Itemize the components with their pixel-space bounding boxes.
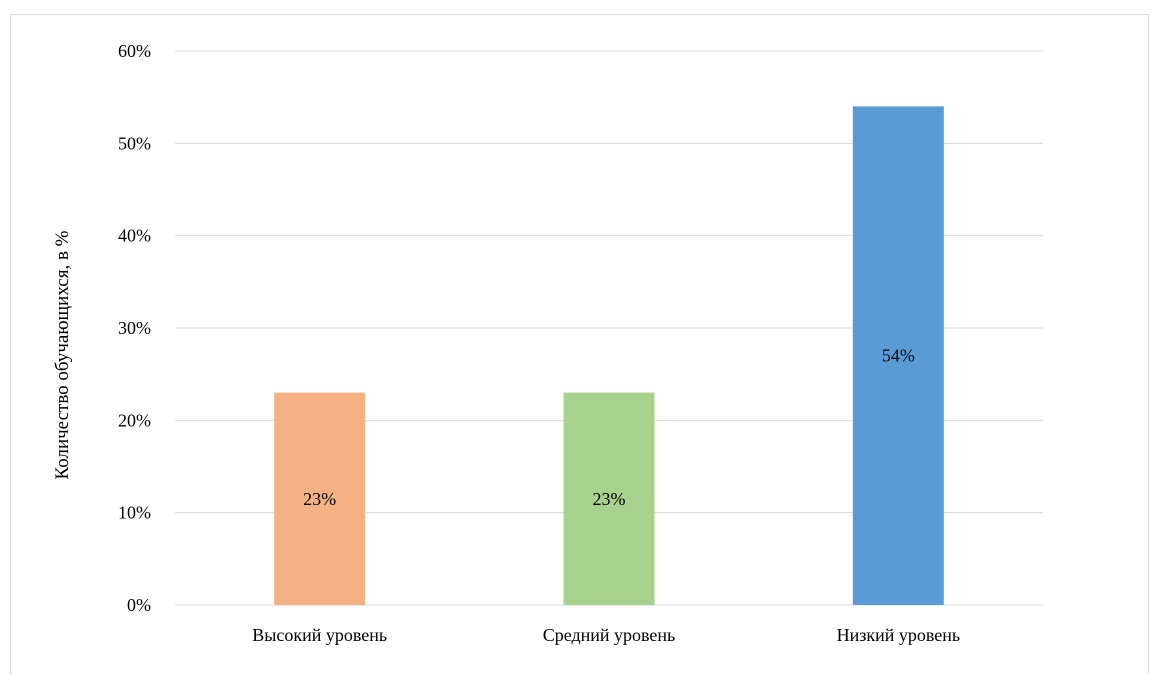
bar-data-label: 23%: [593, 489, 626, 509]
bar: [852, 106, 944, 606]
y-tick-label: 20%: [118, 410, 151, 430]
bar-data-label: 54%: [882, 346, 915, 366]
y-tick-labels: 0% 10% 20% 30% 40% 50% 60%: [118, 41, 151, 615]
bar: [274, 392, 366, 605]
y-tick-label: 10%: [118, 503, 151, 523]
y-axis-title: Количество обучающихся, в %: [52, 230, 73, 479]
category-label: Низкий уровень: [837, 625, 960, 645]
y-tick-label: 30%: [118, 318, 151, 338]
category-label: Средний уровень: [543, 625, 676, 645]
y-tick-label: 0%: [127, 595, 151, 615]
data-labels: 23% 23% 54%: [303, 346, 915, 509]
chart-frame: [10, 14, 1149, 674]
category-label: Высокий уровень: [252, 625, 387, 645]
bar: [563, 392, 655, 605]
y-tick-label: 60%: [118, 41, 151, 61]
bars: [274, 106, 944, 606]
category-labels: Высокий уровень Средний уровень Низкий уро…: [252, 625, 960, 645]
bar-data-label: 23%: [303, 489, 336, 509]
y-tick-label: 40%: [118, 226, 151, 246]
y-tick-label: 50%: [118, 133, 151, 153]
